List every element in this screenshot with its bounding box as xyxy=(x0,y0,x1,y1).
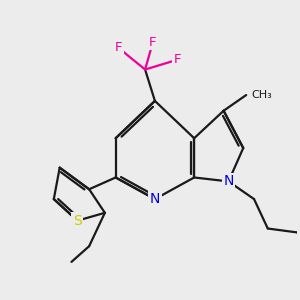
Text: F: F xyxy=(149,35,157,49)
Text: F: F xyxy=(115,41,122,54)
Text: N: N xyxy=(150,192,160,206)
Text: N: N xyxy=(223,174,234,188)
Text: S: S xyxy=(73,214,82,228)
Text: F: F xyxy=(174,53,181,66)
Text: CH₃: CH₃ xyxy=(251,90,272,100)
